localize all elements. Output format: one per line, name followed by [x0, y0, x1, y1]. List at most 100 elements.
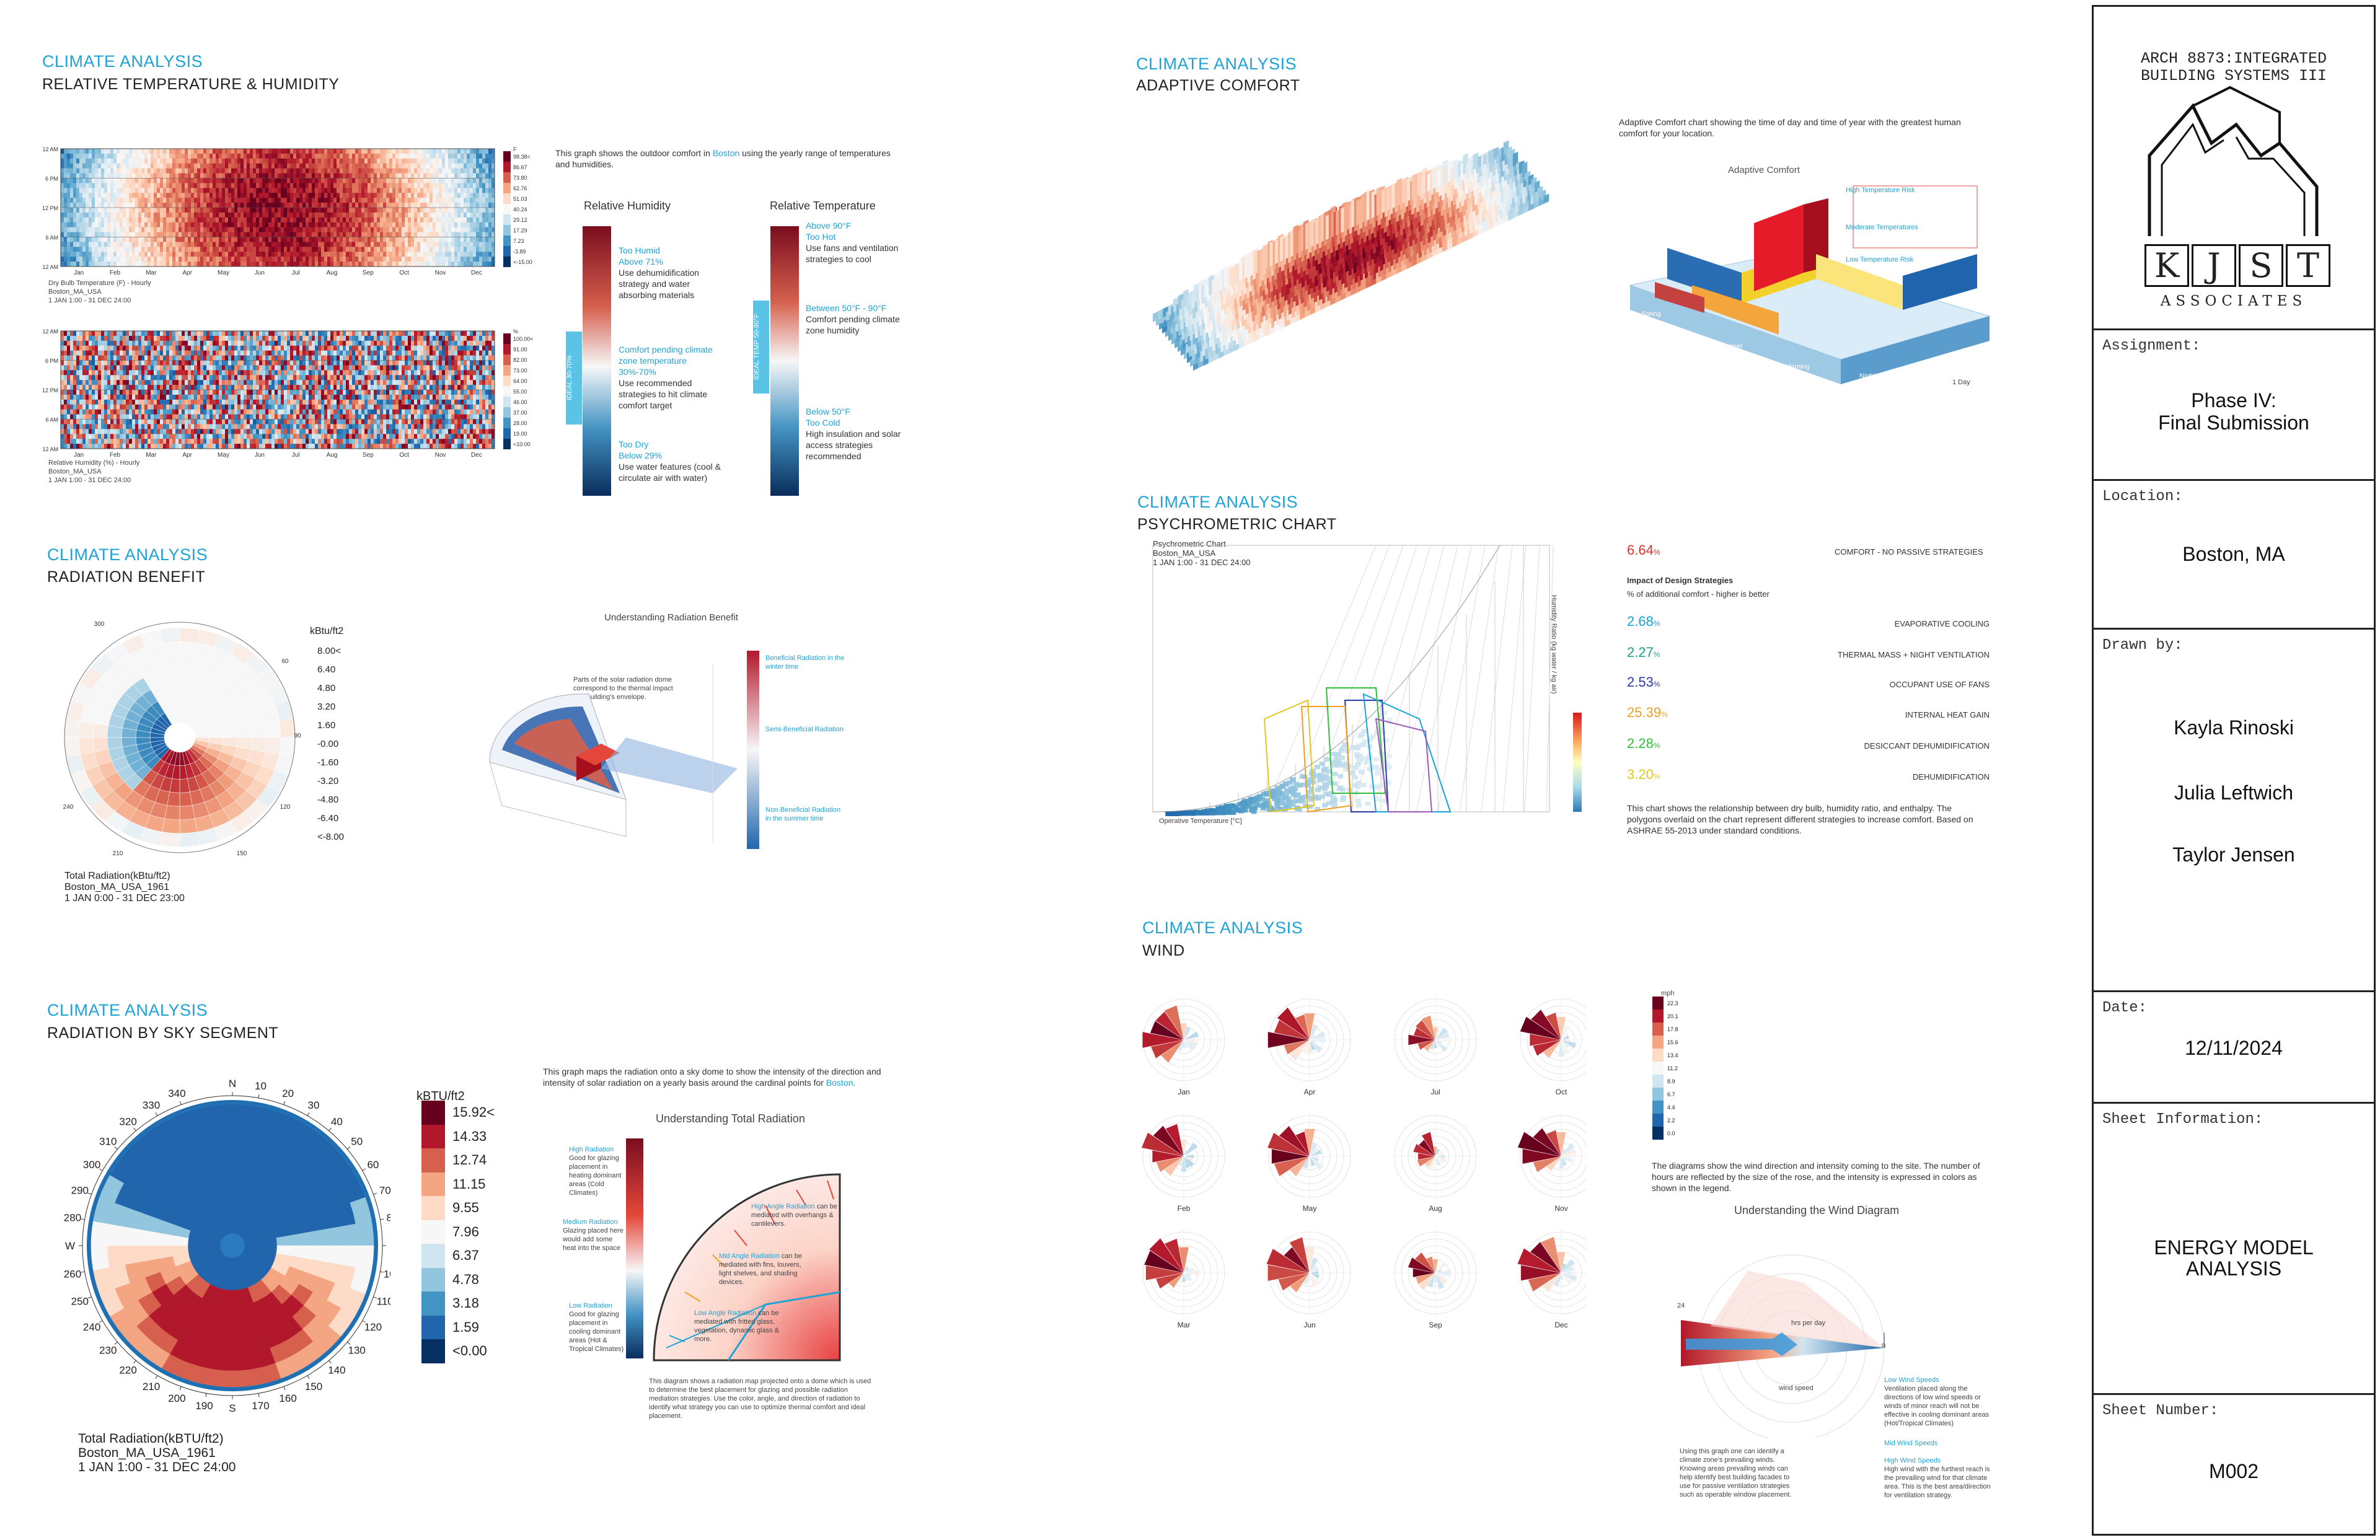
legend-label: 37.00 — [513, 410, 527, 416]
legend-label: 6.40 — [317, 664, 336, 675]
legend-swatch — [1652, 1114, 1664, 1127]
wind-rose: Mar — [1140, 1230, 1227, 1329]
wind-rose: Feb — [1140, 1113, 1227, 1213]
legend-swatch — [421, 1196, 445, 1220]
rb-note-nonbeneficial: Non-Beneficial Radiation in the summer t… — [765, 806, 841, 822]
month-tick: Mar — [146, 270, 157, 276]
legend-label: 22.3 — [1667, 1000, 1678, 1006]
adaptive-diagram-title: Adaptive Comfort — [1728, 165, 1800, 175]
rb-legend-row: 1.60 — [311, 716, 335, 734]
compass-label: 150 — [305, 1381, 322, 1393]
legend-label: 82.00 — [513, 357, 527, 363]
legend-label: 62.76 — [513, 185, 527, 191]
legend-label: 8.00< — [317, 645, 341, 656]
legend-swatch — [1652, 1088, 1664, 1101]
compass-label: 250 — [71, 1296, 89, 1308]
compass-label: 170 — [252, 1400, 269, 1412]
wind-note-mid: Mid Wind Speeds — [1884, 1440, 1938, 1447]
compass-label: 60 — [367, 1159, 379, 1171]
legend-swatch — [503, 246, 511, 257]
legend-label: 73.80 — [513, 175, 527, 181]
comfort-label: COMFORT - NO PASSIVE STRATEGIES — [1835, 547, 1983, 557]
sky-title: CLIMATE ANALYSIS — [47, 1001, 208, 1019]
wind-rose: Dec — [1517, 1230, 1587, 1329]
compass-label: 220 — [119, 1365, 136, 1376]
rb-note-beneficial: Beneficial Radiation in the winter time — [765, 654, 845, 671]
pct-symbol: % — [1661, 710, 1668, 719]
wind-legend-unit: mph — [1661, 990, 1675, 997]
sky-legend-row: 9.55 — [421, 1196, 495, 1220]
legend-label: 46.00 — [513, 399, 527, 405]
legend-swatch — [503, 365, 511, 376]
compass-label: 290 — [71, 1184, 89, 1196]
rt-note-cold: Below 50°F Too Cold High insulation and so… — [806, 407, 901, 461]
rb-tick: 240 — [63, 804, 74, 811]
legend-label: 4.78 — [452, 1271, 479, 1287]
legend-label: 1.60 — [317, 719, 336, 731]
rb-tick: 300 — [94, 621, 105, 628]
compass-label: 70 — [379, 1184, 390, 1196]
wind-note-high: High Wind Speeds High wind with the furth… — [1884, 1457, 1991, 1499]
legend-swatch — [503, 257, 511, 267]
month-tick: Oct — [399, 452, 409, 459]
month-tick: Nov — [435, 452, 446, 459]
wind-rose: Jun — [1266, 1230, 1353, 1329]
wind-legend-row: 4.4 — [1652, 1101, 1678, 1114]
wind-month-label: Jun — [1303, 1321, 1315, 1329]
compass-label: N — [229, 1078, 236, 1089]
strategy-value: 3.20% — [1627, 767, 1660, 782]
wind-month-label: Oct — [1556, 1088, 1567, 1096]
month-tick: Jun — [255, 270, 265, 276]
rth-heatmaps: Jan Feb Mar Apr May Jun Jul Aug Sep Oct Nov Dec 12 A… — [42, 146, 533, 459]
sky-legend-row: 11.15 — [421, 1172, 495, 1196]
legend-swatch — [421, 1101, 445, 1125]
sky-angle-low: Low Angle Radiation can be mediated with… — [694, 1309, 779, 1343]
legend-label: 9.55 — [452, 1200, 479, 1216]
adaptive-label-night: Night — [1859, 372, 1875, 380]
legend-swatch — [1652, 1062, 1664, 1075]
compass-label: 310 — [99, 1136, 117, 1148]
legend-swatch — [1652, 1101, 1664, 1114]
wind-legend: 22.3 20.1 17.8 15.6 13.4 11.2 8.9 6.7 4.4 2.2 0.0 — [1652, 997, 1678, 1140]
adaptive-label-morning: Morning — [1785, 363, 1810, 371]
wind-rose: Nov — [1517, 1113, 1587, 1213]
rt-ideal-tag: IDEAL TEMP 50-90°F — [753, 301, 769, 394]
sky-legend-row: 1.59 — [421, 1315, 495, 1339]
legend-label: -3.89 — [513, 249, 526, 255]
rb-tick: 60 — [281, 658, 289, 665]
adaptive-note-moderate: Moderate Temperatures — [1846, 224, 1918, 231]
compass-label: 140 — [328, 1365, 345, 1376]
month-tick: Nov — [435, 270, 446, 276]
legend-label: 40.24 — [513, 206, 527, 213]
temperature-caption: Dry Bulb Temperature (F) - Hourly Boston_… — [48, 279, 151, 304]
wind-month-label: Aug — [1429, 1204, 1442, 1213]
legend-label: 11.15 — [452, 1176, 486, 1192]
strategy-label: EVAPORATIVE COOLING — [1894, 619, 1990, 628]
legend-label: 12.74 — [452, 1152, 487, 1168]
legend-label: 4.80 — [317, 682, 336, 693]
legend-swatch — [503, 344, 511, 354]
legend-swatch — [503, 418, 511, 428]
month-tick: Oct — [399, 270, 409, 276]
compass-label: 200 — [168, 1393, 185, 1404]
rb-legend-row: 6.40 — [311, 660, 335, 679]
compass-label: 230 — [99, 1344, 117, 1356]
adaptive-diagram — [1629, 185, 1991, 384]
psychro-xlabel: Operative Temperature [°C] — [1159, 817, 1242, 825]
strategy-label: OCCUPANT USE OF FANS — [1889, 680, 1990, 689]
wind-legend-row: 13.4 — [1652, 1049, 1678, 1062]
rt-gradient-bar — [770, 226, 799, 496]
wind-hours-label: hrs per day — [1791, 1319, 1826, 1327]
legend-swatch — [503, 214, 511, 225]
legend-swatch — [503, 235, 511, 246]
legend-label: 20.1 — [1667, 1013, 1678, 1019]
legend-swatch — [1652, 997, 1664, 1010]
legend-label: % — [513, 328, 518, 335]
hour-tick: 6 PM — [45, 358, 58, 364]
hour-tick: 6 PM — [45, 176, 58, 182]
legend-swatch — [1652, 1075, 1664, 1088]
psychro-ylabel: Humidity Ratio (kg water / kg air) — [1550, 595, 1558, 694]
rb-tick: 90 — [294, 733, 301, 739]
month-tick: Dec — [471, 452, 482, 459]
month-tick: Jul — [292, 452, 300, 459]
